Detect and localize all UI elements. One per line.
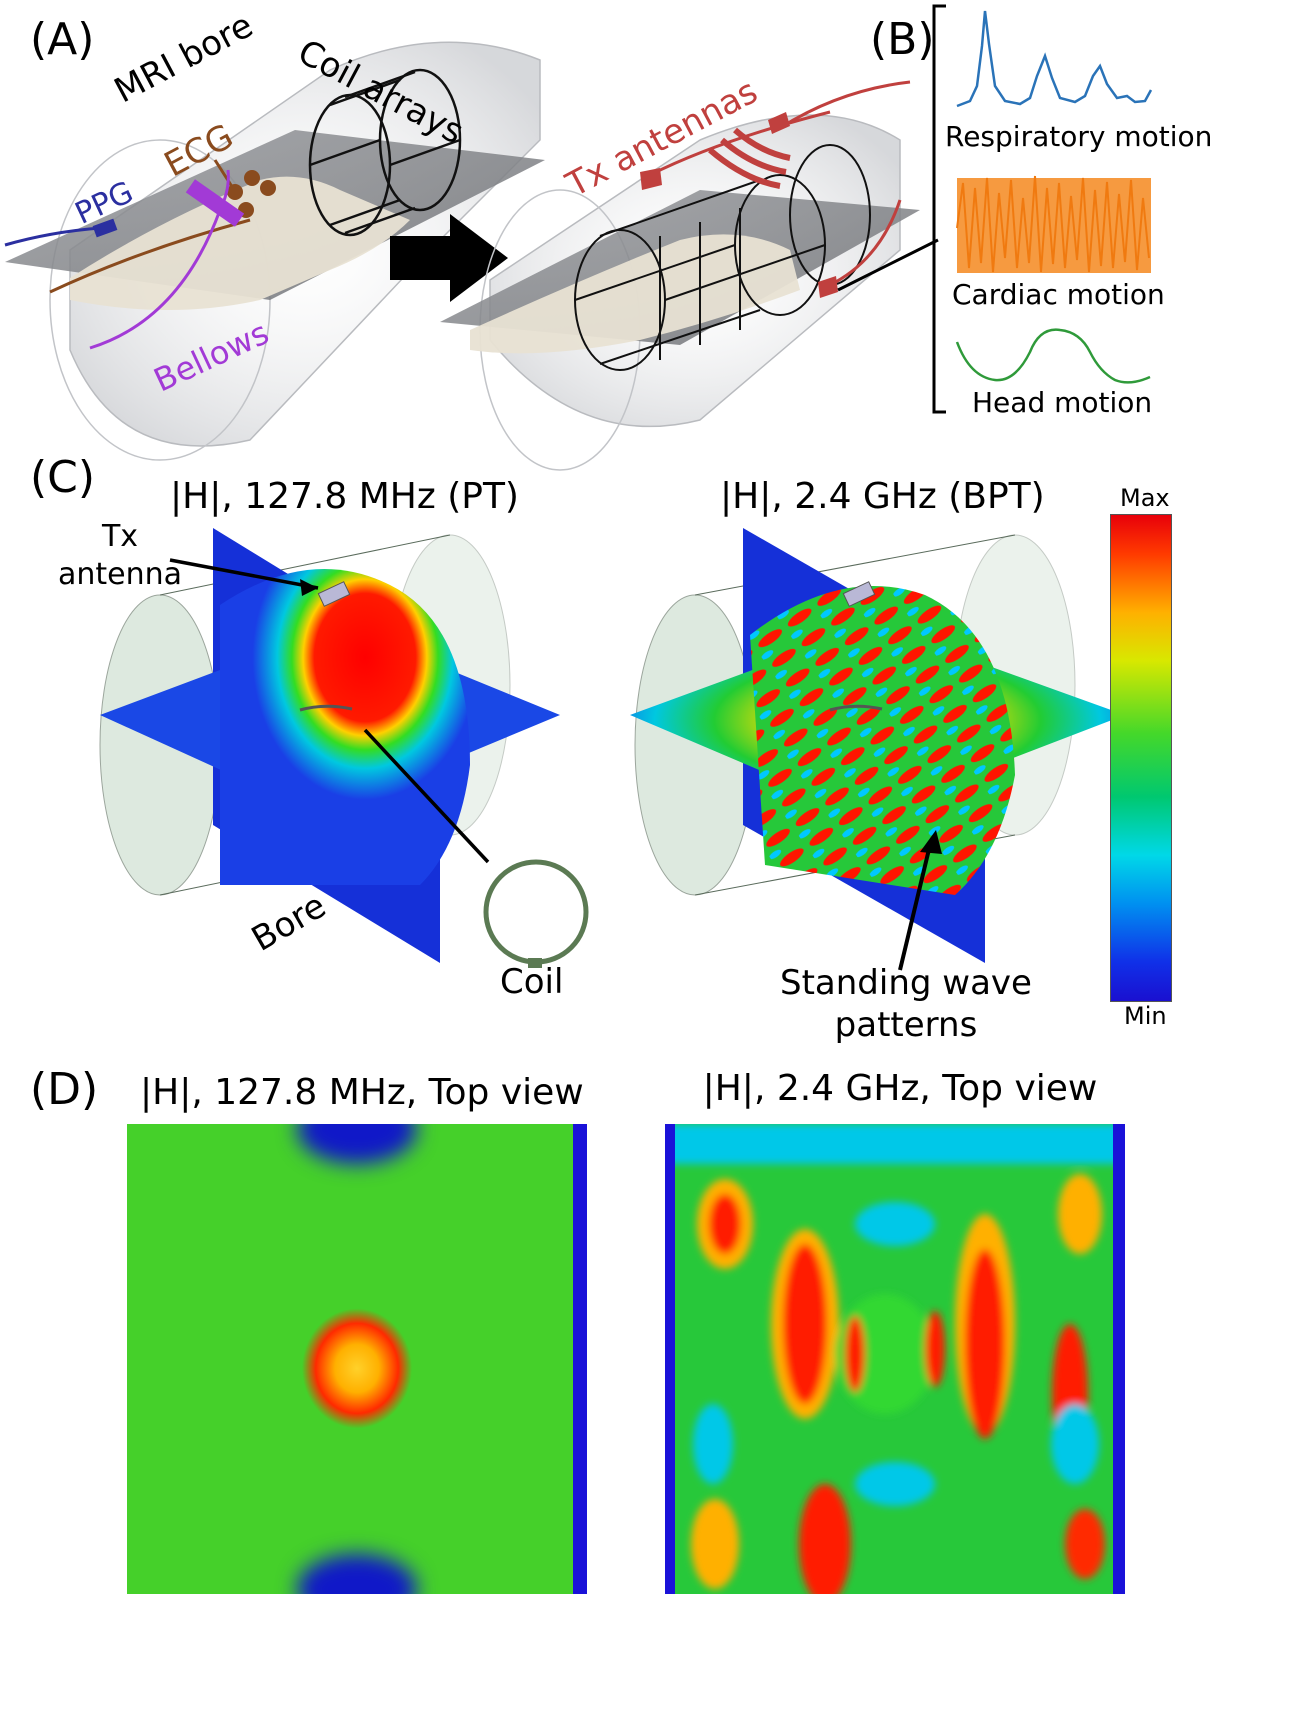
ecg-electrodes (227, 170, 276, 218)
label-standing-wave-text: Standing wave patterns (780, 963, 1032, 1045)
panel-c-letter: (C) (30, 452, 96, 503)
ppg-sensor (92, 218, 118, 238)
panel-a-illustration (4, 41, 939, 471)
cardiac-motion-trace (956, 175, 1151, 273)
coil-ring (483, 859, 589, 965)
label-standing-wave: Standing wave patterns (780, 962, 1032, 1046)
bellows-cable (89, 169, 230, 350)
label-tx-antenna-text: Tx antenna (58, 519, 183, 592)
head-motion-trace (955, 328, 1151, 384)
panel-d-left-title: |H|, 127.8 MHz, Top view (140, 1072, 584, 1113)
panel-a-letter: (A) (30, 14, 95, 65)
label-coil: Coil (500, 962, 564, 1002)
ppg-cable (4, 226, 101, 247)
coil-array-left (308, 68, 462, 237)
panel-c-annotations (169, 558, 942, 971)
colorbar-max-label: Max (1120, 484, 1170, 512)
panel-c-right-title: |H|, 2.4 GHz (BPT) (720, 476, 1045, 517)
tx-antenna-plate-2 (768, 112, 790, 134)
bellows-band (185, 179, 245, 227)
coil-pointer (363, 728, 490, 864)
field-sim-2-4ghz (630, 528, 1125, 963)
standing-wave-pointer (898, 844, 932, 971)
colorbar (1110, 514, 1172, 1002)
top-view-2-4ghz-pattern (665, 1124, 1125, 1594)
field-sim-127mhz (99, 528, 560, 963)
panel-d-right-title: |H|, 2.4 GHz, Top view (702, 1068, 1098, 1109)
label-cardiac-motion: Cardiac motion (952, 278, 1165, 311)
top-view-127mhz-dip-top (297, 1124, 417, 1164)
connector-line (837, 238, 939, 292)
transition-arrow (390, 214, 508, 302)
top-view-127mhz-dip-bottom (297, 1554, 417, 1594)
top-view-127mhz (127, 1124, 587, 1594)
tx-antenna-plate-1 (640, 168, 662, 190)
tx-antennas (649, 80, 911, 287)
panel-c-left-title: |H|, 127.8 MHz (PT) (170, 476, 519, 517)
top-view-127mhz-edge (573, 1124, 587, 1594)
patient-body-right (470, 234, 800, 354)
label-tx-antenna: Tx antenna (58, 518, 182, 594)
top-view-2-4ghz (665, 1124, 1125, 1594)
respiratory-motion-trace (956, 10, 1153, 108)
panel-b-bracket (932, 4, 946, 414)
colorbar-min-label: Min (1124, 1002, 1167, 1030)
label-head-motion: Head motion (972, 386, 1153, 419)
label-respiratory-motion: Respiratory motion (945, 120, 1213, 153)
panel-d-letter: (D) (30, 1064, 99, 1115)
tx-antenna-pointer (169, 558, 319, 590)
tx-antenna-plate-3 (818, 276, 838, 298)
patient-body-left (70, 176, 410, 310)
panel-b-letter: (B) (870, 14, 935, 65)
